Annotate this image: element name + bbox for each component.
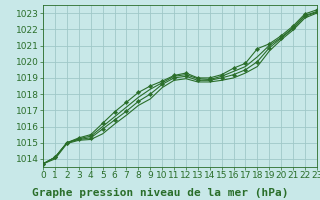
Text: Graphe pression niveau de la mer (hPa): Graphe pression niveau de la mer (hPa) — [32, 188, 288, 198]
